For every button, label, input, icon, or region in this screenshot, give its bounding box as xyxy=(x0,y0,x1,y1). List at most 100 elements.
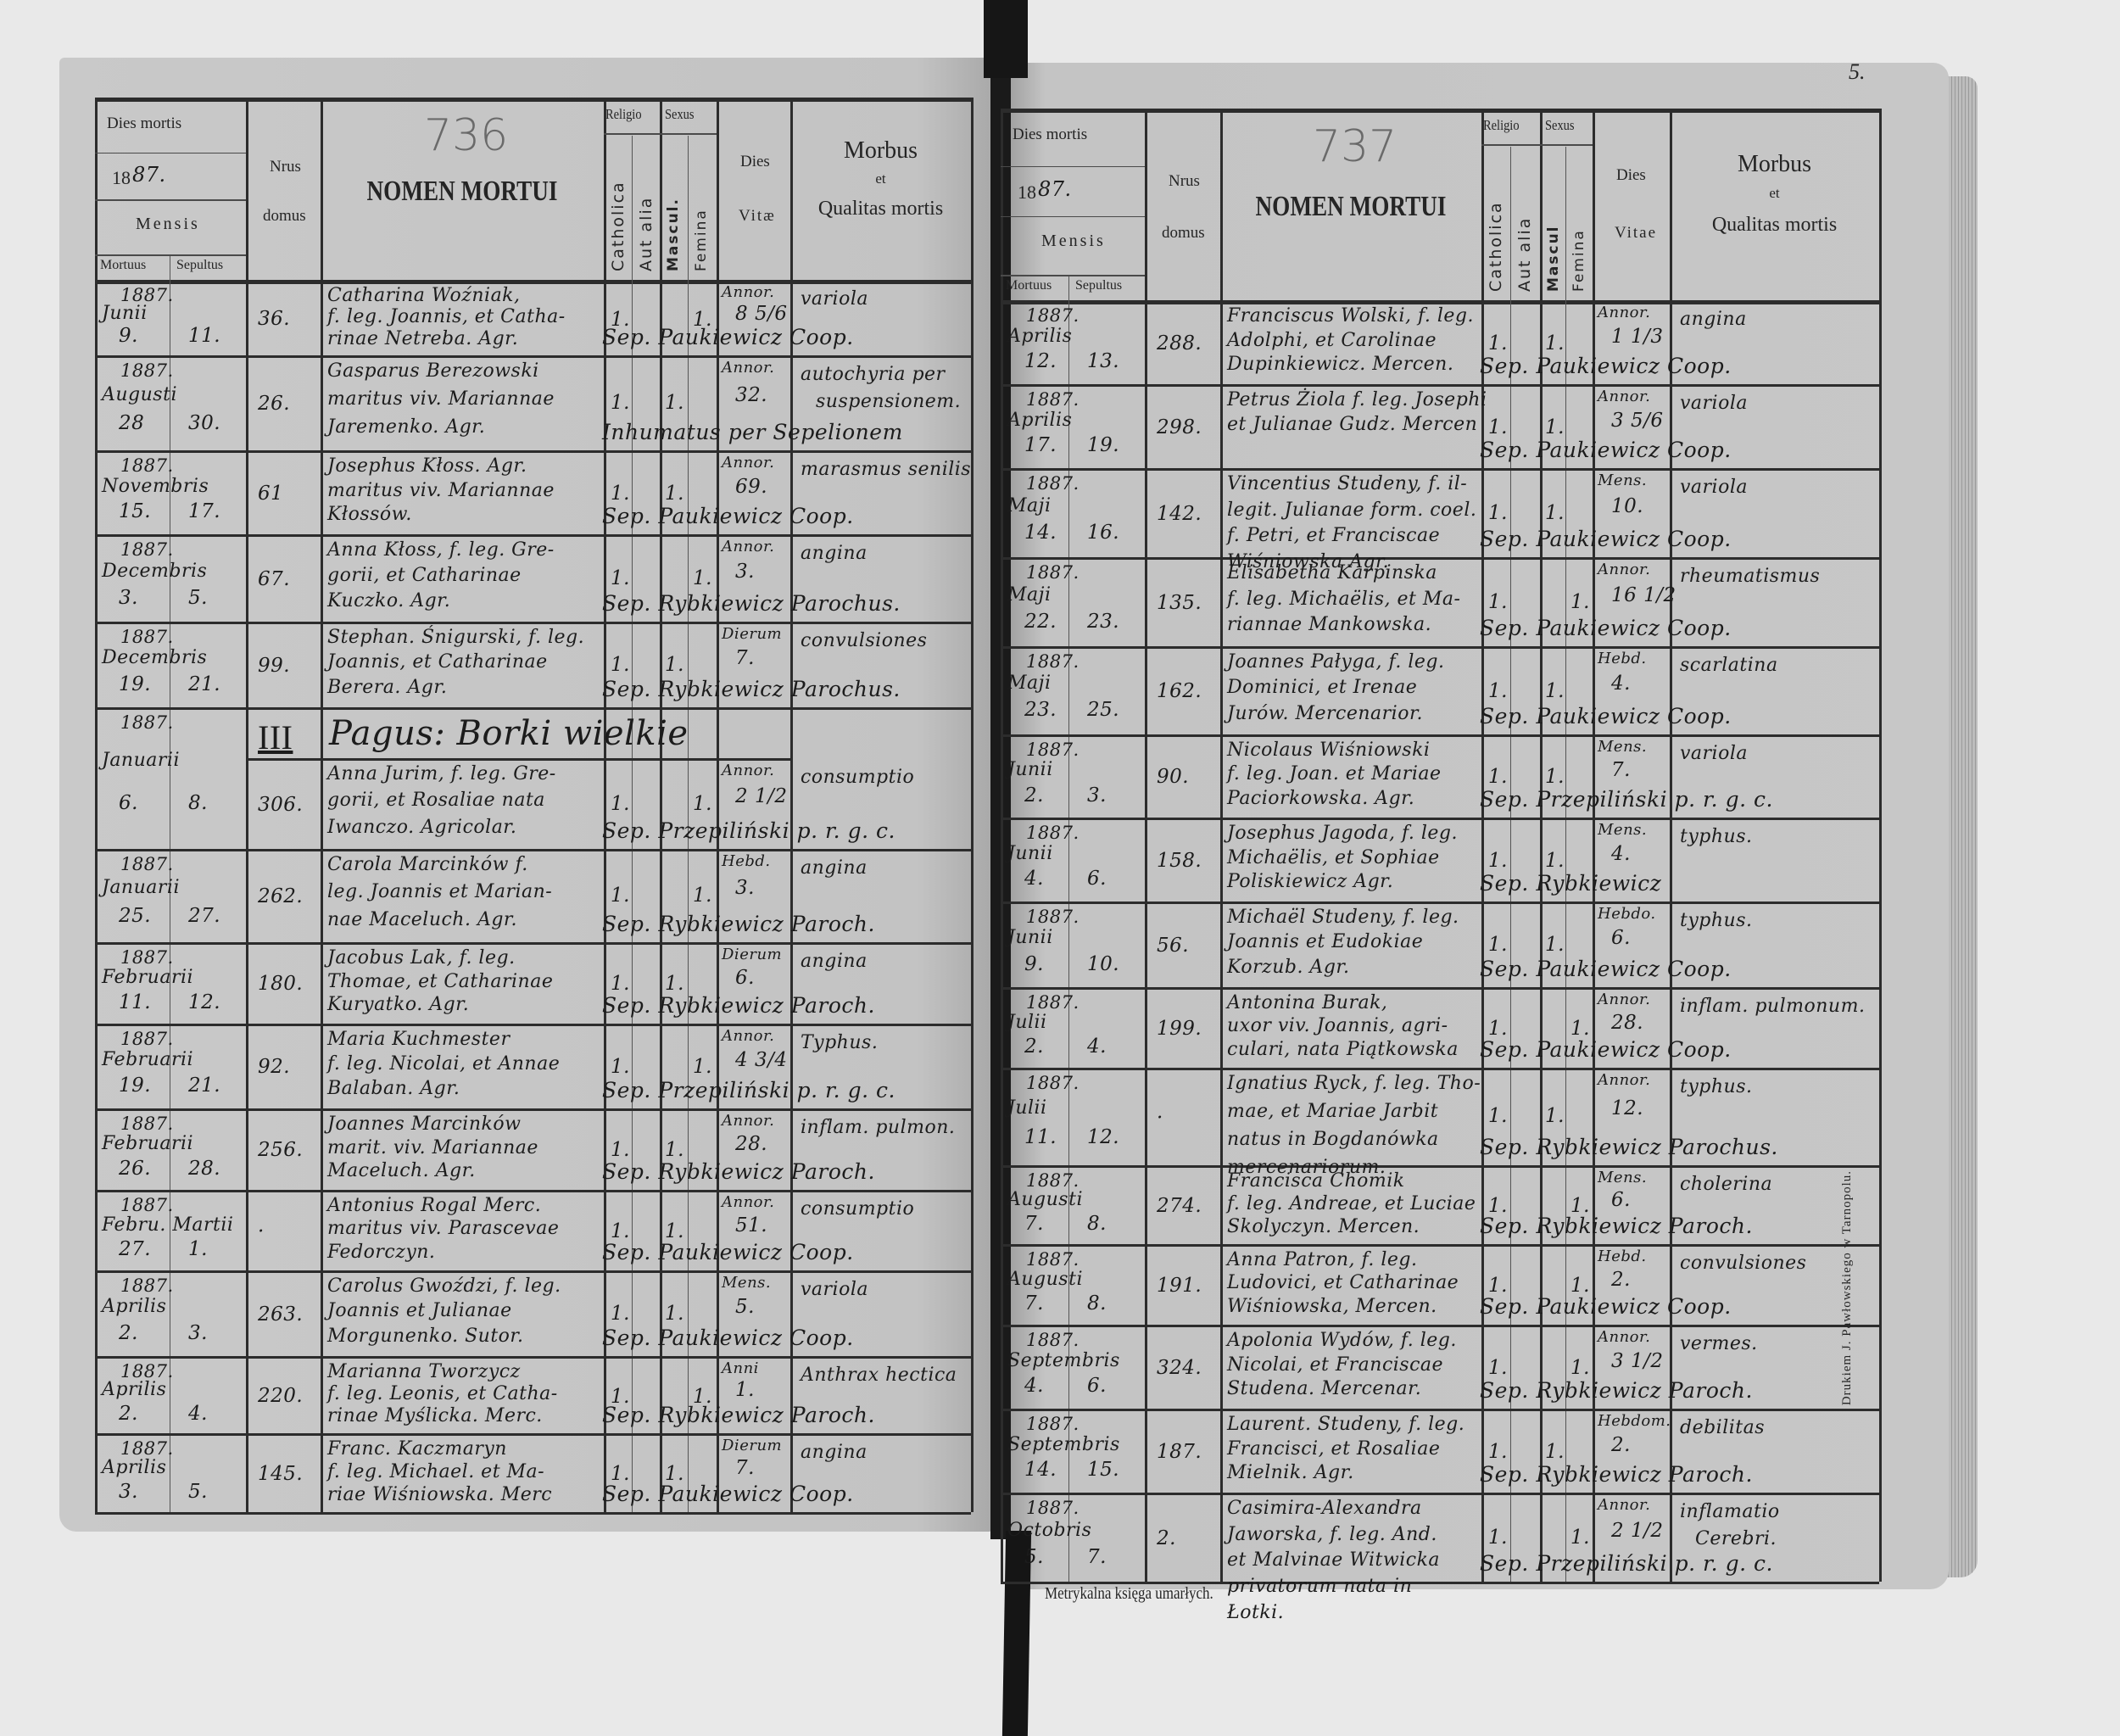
column-rule-nrus xyxy=(1145,109,1147,1582)
header-subrule xyxy=(95,254,246,256)
column-rule-morb xyxy=(790,98,793,1512)
header-nrus: Nrus xyxy=(270,157,301,176)
row-rule xyxy=(1001,468,1879,471)
entry-year: 1887. xyxy=(120,712,174,733)
entry-month: Junii xyxy=(1007,927,1053,949)
header-mortuus: Mortuus xyxy=(1006,278,1052,293)
entry-sepultura: Sep. Paukiewicz Coop. xyxy=(602,1240,854,1264)
entry-catholica: 1. xyxy=(611,482,630,505)
entry-vitae-value: 12. xyxy=(1611,1097,1644,1119)
header-subrule xyxy=(95,199,246,201)
entry-sepultus-day: 8. xyxy=(1087,1212,1107,1235)
header-bottom-rule xyxy=(95,280,971,284)
entry-vitae-value: 7. xyxy=(735,647,755,670)
row-rule xyxy=(95,1512,971,1515)
entry-house-number: 61 xyxy=(258,482,284,505)
header-subrule xyxy=(604,133,717,135)
entry-morbus: scarlatina xyxy=(1680,655,1778,676)
header-dies: Dies xyxy=(1616,165,1646,184)
entry-sepultura: Sep. Rybkiewicz Paroch. xyxy=(1480,1462,1753,1487)
header-domus: domus xyxy=(263,207,306,225)
entry-catholica: 1. xyxy=(1488,1195,1508,1218)
entry-sepultura: Sep. Rybkiewicz xyxy=(1480,871,1662,896)
entry-sepultura: Sep. Paukiewicz Coop. xyxy=(1480,438,1732,462)
entry-month: Novembris xyxy=(102,475,209,497)
entry-sepultus-day: 30. xyxy=(188,412,221,435)
header-dies-mortis: Dies mortis xyxy=(1013,126,1088,143)
entry-vitae-unit: Annor. xyxy=(1598,1328,1651,1346)
entry-name-line: Carola Marcinków f. xyxy=(327,854,528,875)
entry-sepultus-day: 3. xyxy=(188,1321,208,1344)
entry-year: 1887. xyxy=(1026,740,1080,760)
entry-month: Septembris xyxy=(1007,1349,1120,1371)
header-year-hand: 87. xyxy=(1038,177,1072,202)
header-subrule xyxy=(1481,144,1593,146)
row-rule xyxy=(1001,384,1879,387)
entry-name-line: Poliskiewicz Agr. xyxy=(1227,871,1394,893)
entry-name-line: Franciscus Wolski, f. leg. xyxy=(1227,305,1475,327)
entry-name-line: Łotki. xyxy=(1227,1601,1285,1623)
row-rule xyxy=(95,534,971,537)
entry-name-line: Gasparus Berezowski xyxy=(327,360,539,382)
entry-name-line: riae Wiśniowska. Merc xyxy=(327,1483,553,1505)
entry-femina: 1. xyxy=(693,1056,712,1078)
entry-vitae-unit: Annor. xyxy=(722,538,775,555)
header-mascul: Mascul. xyxy=(665,198,682,271)
header-mensis: Mensis xyxy=(1041,231,1106,250)
entry-femina: 1. xyxy=(693,308,712,331)
entry-vitae-unit: Annor. xyxy=(722,1193,775,1211)
header-sexus: Sexus xyxy=(665,106,695,122)
header-year-hand: 87. xyxy=(132,163,166,187)
entry-vitae-unit: Hebd. xyxy=(1598,650,1647,667)
entry-vitae-unit: Mens. xyxy=(722,1274,772,1292)
entry-name-line: mercenariorum. xyxy=(1227,1157,1386,1178)
column-subrule-sepultus xyxy=(1068,275,1069,1582)
row-rule xyxy=(95,450,971,453)
entry-sepultura: Sep. Rybkiewicz Paroch. xyxy=(602,1403,875,1427)
entry-sepultura: Sep. Rybkiewicz Parochus. xyxy=(602,591,901,616)
entry-name-line: Josephus Jagoda, f. leg. xyxy=(1227,823,1459,844)
entry-year: 1887. xyxy=(120,360,174,381)
entry-year: 1887. xyxy=(120,1195,174,1215)
entry-house-number: 36. xyxy=(258,307,291,330)
header-dies: Dies xyxy=(740,152,770,170)
entry-name-line: uxor viv. Joannis, agri- xyxy=(1227,1015,1448,1037)
entry-vitae-value: 28. xyxy=(735,1132,768,1155)
entry-sepultus-day: 6. xyxy=(1087,1375,1107,1398)
entry-morbus: Cerebri. xyxy=(1695,1528,1777,1549)
entry-month: Januarii xyxy=(102,877,180,898)
entry-morbus: angina xyxy=(801,543,868,564)
entry-mortuus-day: 9. xyxy=(119,325,138,348)
entry-mortuus-day: 2. xyxy=(1024,784,1044,807)
entry-house-number: 180. xyxy=(258,973,304,995)
entry-mortuus-day: 6. xyxy=(119,792,138,815)
column-subrule-aut xyxy=(1510,147,1511,1582)
header-sepultus: Sepultus xyxy=(176,258,224,272)
section-underline xyxy=(246,758,790,761)
entry-vitae-value: 2 1/2 xyxy=(1611,1519,1664,1542)
entry-sepultus-day: 19. xyxy=(1087,434,1120,457)
entry-year: 1887. xyxy=(120,1361,174,1382)
entry-name-line: f. leg. Michaëlis, et Ma- xyxy=(1227,588,1461,610)
row-rule xyxy=(1001,1493,1879,1495)
entry-mortuus-day: 11. xyxy=(1024,1126,1057,1148)
entry-sepultura: Sep. Rybkiewicz Parochus. xyxy=(1480,1135,1778,1159)
entry-month: Augusti xyxy=(1007,1188,1083,1210)
entry-vitae-value: 1 1/3 xyxy=(1611,325,1664,348)
entry-house-number: 191. xyxy=(1157,1274,1202,1297)
column-subrule-fem xyxy=(1565,147,1566,1582)
entry-month: Febru. Martii xyxy=(102,1214,234,1236)
entry-year: 1887. xyxy=(1026,907,1080,927)
entry-morbus: rheumatismus xyxy=(1680,566,1821,587)
entry-catholica: 1. xyxy=(1488,934,1508,957)
entry-sepultura: Sep. Rybkiewicz Paroch. xyxy=(602,993,875,1018)
entry-month: Januarii xyxy=(102,750,180,772)
row-rule xyxy=(95,1190,971,1192)
entry-vitae-unit: Annor. xyxy=(1598,1496,1651,1514)
entry-vitae-unit: Hebdom. xyxy=(1598,1412,1671,1430)
entry-year: 1887. xyxy=(1026,823,1080,843)
header-year-printed: 18 xyxy=(112,166,131,188)
header-year-printed: 18 xyxy=(1018,181,1036,203)
entry-name-line: Casimira-Alexandra xyxy=(1227,1498,1422,1519)
entry-sepultus-day: 3. xyxy=(1087,784,1107,807)
